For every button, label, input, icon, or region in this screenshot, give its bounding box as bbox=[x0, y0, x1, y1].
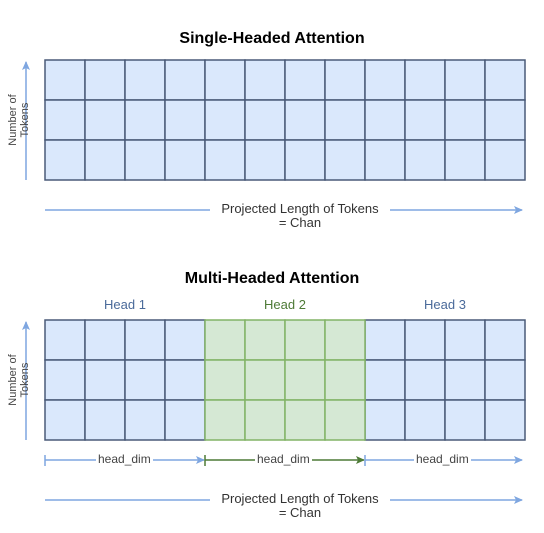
grid-cell bbox=[84, 59, 126, 101]
head3-cell bbox=[404, 359, 446, 401]
head1-cell bbox=[124, 399, 166, 441]
head3-cell bbox=[444, 359, 486, 401]
head3-cell bbox=[364, 399, 406, 441]
head3-cell bbox=[404, 399, 446, 441]
head3-cell bbox=[404, 319, 446, 361]
single-x-label: Projected Length of Tokens = Chan bbox=[210, 202, 390, 230]
head1-cell bbox=[124, 319, 166, 361]
multi-title: Multi-Headed Attention bbox=[184, 270, 360, 287]
head1-cell bbox=[84, 399, 126, 441]
grid-cell bbox=[124, 99, 166, 141]
head2-cell bbox=[284, 359, 326, 401]
grid-cell bbox=[324, 139, 366, 181]
head2-cell bbox=[244, 359, 286, 401]
head2-cell bbox=[324, 359, 366, 401]
grid-cell bbox=[244, 59, 286, 101]
grid-cell bbox=[364, 99, 406, 141]
grid-cell bbox=[44, 99, 86, 141]
single-head-grid bbox=[44, 59, 526, 181]
head1-cell bbox=[164, 399, 206, 441]
grid-cell bbox=[204, 99, 246, 141]
head1-cell bbox=[84, 359, 126, 401]
head3-cell bbox=[444, 399, 486, 441]
single-y-label: Number of Tokens bbox=[7, 94, 31, 146]
multi-y-label: Number of Tokens bbox=[7, 354, 31, 406]
head1-cell bbox=[44, 319, 86, 361]
grid-cell bbox=[364, 139, 406, 181]
head2-dim-label: head_dim bbox=[255, 452, 312, 466]
head3-cell bbox=[364, 359, 406, 401]
head1-cell bbox=[84, 319, 126, 361]
grid-cell bbox=[444, 139, 486, 181]
head3-cell bbox=[484, 399, 526, 441]
head1-cell bbox=[44, 359, 86, 401]
head2-cell bbox=[284, 319, 326, 361]
grid-cell bbox=[244, 99, 286, 141]
head2-cell bbox=[324, 399, 366, 441]
grid-cell bbox=[84, 139, 126, 181]
head2-cell bbox=[244, 399, 286, 441]
head1-cell bbox=[44, 399, 86, 441]
head3-label: Head 3 bbox=[424, 297, 466, 312]
grid-cell bbox=[484, 139, 526, 181]
head3-cell bbox=[444, 319, 486, 361]
grid-cell bbox=[284, 59, 326, 101]
head1-label: Head 1 bbox=[104, 297, 146, 312]
grid-cell bbox=[164, 59, 206, 101]
head2-label: Head 2 bbox=[264, 297, 306, 312]
grid-cell bbox=[324, 59, 366, 101]
head2-cell bbox=[204, 319, 246, 361]
grid-cell bbox=[484, 99, 526, 141]
grid-cell bbox=[404, 59, 446, 101]
head2-cell bbox=[244, 319, 286, 361]
head2-cell bbox=[284, 399, 326, 441]
grid-cell bbox=[404, 139, 446, 181]
head1-cell bbox=[164, 319, 206, 361]
grid-cell bbox=[444, 59, 486, 101]
grid-cell bbox=[164, 139, 206, 181]
grid-cell bbox=[284, 99, 326, 141]
grid-cell bbox=[44, 59, 86, 101]
grid-cell bbox=[84, 99, 126, 141]
head3-cell bbox=[484, 319, 526, 361]
grid-cell bbox=[364, 59, 406, 101]
grid-cell bbox=[404, 99, 446, 141]
head1-cell bbox=[124, 359, 166, 401]
grid-cell bbox=[124, 59, 166, 101]
grid-cell bbox=[204, 59, 246, 101]
multi-x-label: Projected Length of Tokens = Chan bbox=[210, 492, 390, 520]
head1-cell bbox=[164, 359, 206, 401]
grid-cell bbox=[244, 139, 286, 181]
grid-cell bbox=[324, 99, 366, 141]
grid-cell bbox=[164, 99, 206, 141]
multi-head-grid bbox=[44, 319, 526, 441]
head3-cell bbox=[484, 359, 526, 401]
head2-cell bbox=[324, 319, 366, 361]
head1-dim-label: head_dim bbox=[96, 452, 153, 466]
single-title: Single-Headed Attention bbox=[179, 30, 365, 47]
grid-cell bbox=[124, 139, 166, 181]
grid-cell bbox=[284, 139, 326, 181]
grid-cell bbox=[44, 139, 86, 181]
head3-dim-label: head_dim bbox=[414, 452, 471, 466]
head2-cell bbox=[204, 399, 246, 441]
grid-cell bbox=[204, 139, 246, 181]
head3-cell bbox=[364, 319, 406, 361]
grid-cell bbox=[444, 99, 486, 141]
grid-cell bbox=[484, 59, 526, 101]
head2-cell bbox=[204, 359, 246, 401]
